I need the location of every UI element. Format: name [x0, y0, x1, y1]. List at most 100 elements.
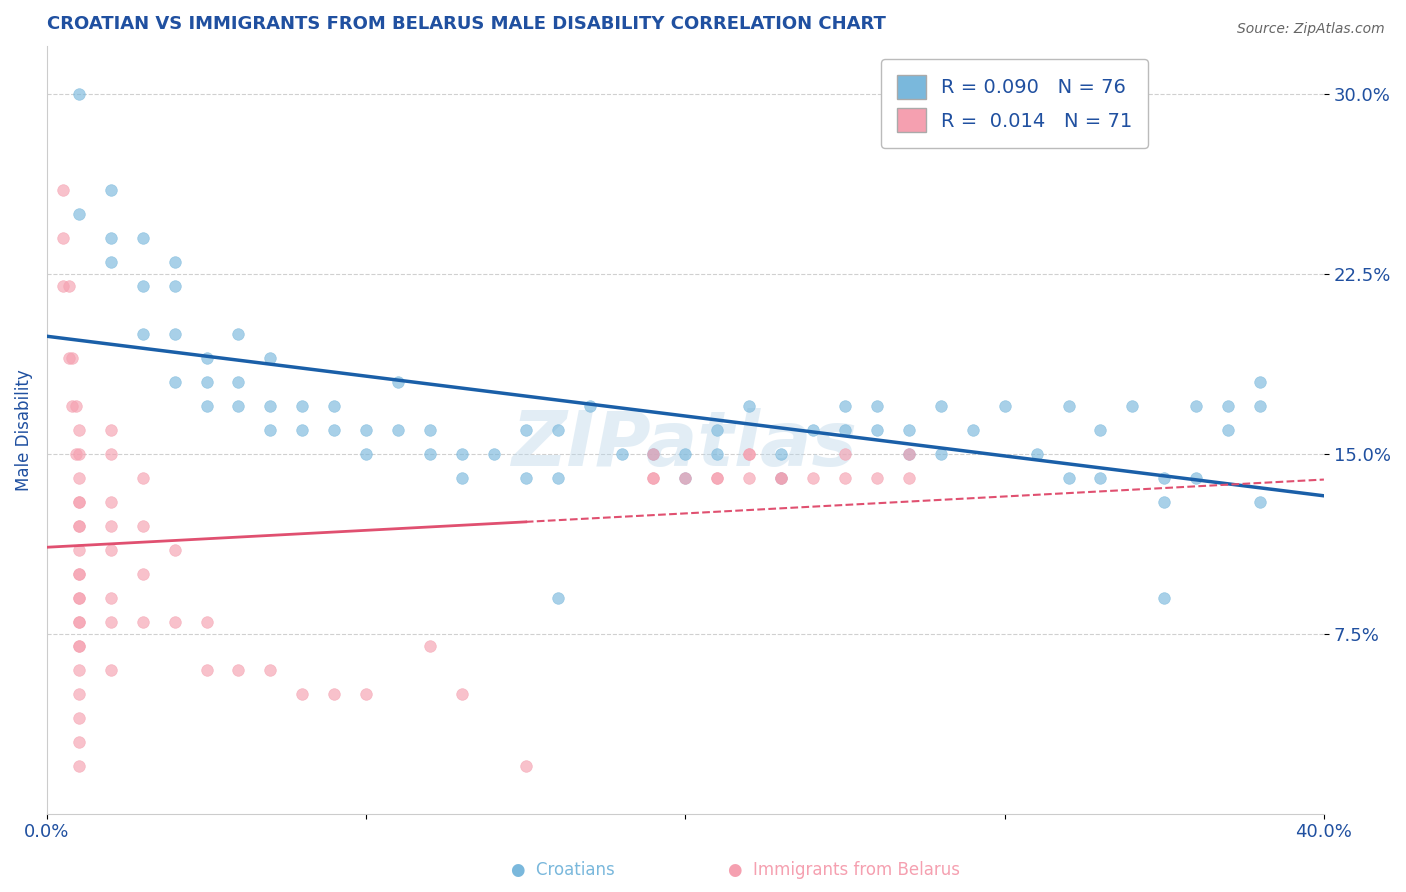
Point — [163, 542, 186, 557]
Point — [195, 663, 218, 677]
Point — [515, 470, 537, 484]
Point — [866, 423, 889, 437]
Point — [547, 470, 569, 484]
Point — [1090, 423, 1112, 437]
Point — [706, 470, 728, 484]
Point — [195, 615, 218, 629]
Point — [451, 470, 474, 484]
Point — [1185, 399, 1208, 413]
Point — [195, 351, 218, 365]
Point — [131, 470, 153, 484]
Point — [58, 278, 80, 293]
Point — [1057, 399, 1080, 413]
Point — [67, 734, 90, 748]
Point — [1121, 399, 1143, 413]
Point — [1153, 470, 1175, 484]
Point — [451, 687, 474, 701]
Point — [65, 399, 87, 413]
Point — [100, 447, 122, 461]
Point — [100, 542, 122, 557]
Point — [897, 470, 920, 484]
Point — [65, 447, 87, 461]
Point — [1153, 591, 1175, 605]
Point — [387, 423, 409, 437]
Point — [610, 447, 633, 461]
Point — [195, 375, 218, 389]
Point — [706, 470, 728, 484]
Point — [52, 183, 75, 197]
Point — [67, 518, 90, 533]
Text: ZIPatlas: ZIPatlas — [512, 408, 859, 482]
Point — [834, 423, 856, 437]
Point — [1153, 494, 1175, 508]
Point — [58, 351, 80, 365]
Point — [673, 470, 696, 484]
Point — [163, 326, 186, 341]
Point — [100, 183, 122, 197]
Point — [643, 470, 665, 484]
Point — [100, 230, 122, 244]
Point — [131, 518, 153, 533]
Point — [100, 591, 122, 605]
Point — [67, 615, 90, 629]
Point — [834, 470, 856, 484]
Point — [673, 470, 696, 484]
Point — [67, 518, 90, 533]
Point — [100, 423, 122, 437]
Point — [67, 639, 90, 653]
Point — [354, 447, 377, 461]
Point — [323, 687, 346, 701]
Point — [67, 639, 90, 653]
Point — [259, 663, 281, 677]
Point — [228, 663, 250, 677]
Point — [354, 423, 377, 437]
Point — [67, 494, 90, 508]
Text: Source: ZipAtlas.com: Source: ZipAtlas.com — [1237, 22, 1385, 37]
Point — [163, 615, 186, 629]
Point — [228, 326, 250, 341]
Point — [578, 399, 600, 413]
Point — [770, 470, 793, 484]
Point — [259, 423, 281, 437]
Point — [547, 591, 569, 605]
Point — [62, 351, 84, 365]
Point — [67, 710, 90, 724]
Point — [1249, 494, 1271, 508]
Point — [67, 663, 90, 677]
Point — [801, 470, 824, 484]
Point — [419, 423, 441, 437]
Y-axis label: Male Disability: Male Disability — [15, 368, 32, 491]
Point — [163, 278, 186, 293]
Point — [131, 326, 153, 341]
Point — [643, 447, 665, 461]
Point — [131, 278, 153, 293]
Point — [738, 399, 761, 413]
Point — [67, 447, 90, 461]
Point — [1025, 447, 1047, 461]
Point — [291, 687, 314, 701]
Point — [228, 375, 250, 389]
Point — [1185, 470, 1208, 484]
Point — [866, 470, 889, 484]
Point — [291, 423, 314, 437]
Point — [67, 591, 90, 605]
Point — [67, 87, 90, 101]
Point — [163, 254, 186, 268]
Point — [897, 423, 920, 437]
Point — [738, 447, 761, 461]
Point — [706, 447, 728, 461]
Point — [67, 542, 90, 557]
Point — [67, 758, 90, 772]
Point — [994, 399, 1017, 413]
Point — [706, 423, 728, 437]
Point — [354, 687, 377, 701]
Point — [451, 447, 474, 461]
Point — [962, 423, 984, 437]
Point — [419, 447, 441, 461]
Point — [801, 423, 824, 437]
Point — [897, 447, 920, 461]
Point — [1249, 399, 1271, 413]
Point — [770, 447, 793, 461]
Point — [228, 399, 250, 413]
Point — [67, 470, 90, 484]
